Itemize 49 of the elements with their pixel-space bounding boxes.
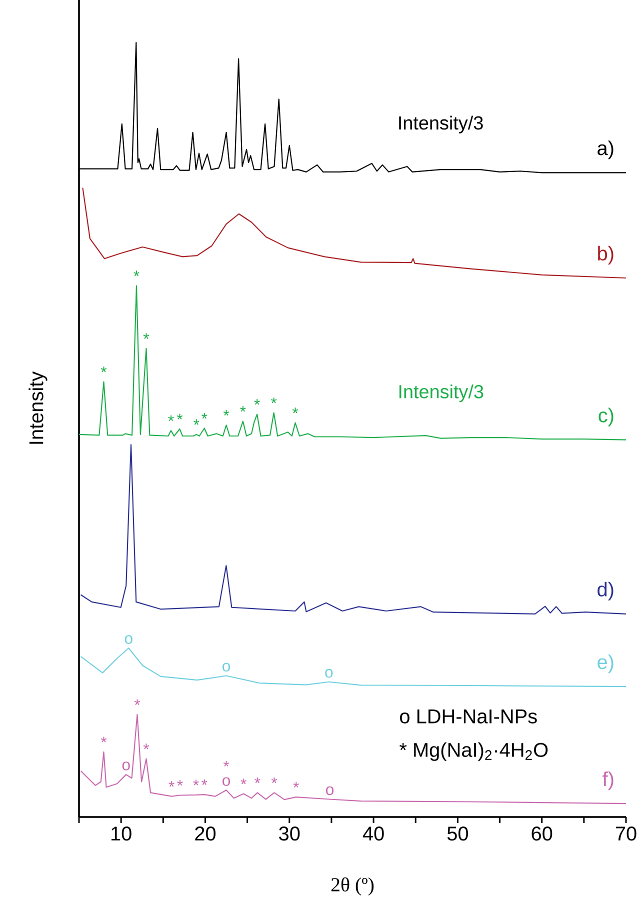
annotation: * [176,414,183,420]
x-tick-label: 10 [112,826,132,841]
annotation: o [222,662,230,672]
series-label: b) [598,246,614,264]
x-tick-label: 70 [616,826,636,841]
annotation: * [270,398,277,404]
annotation: * [134,270,140,276]
annotation: * Mg(NaI)$_{2}$·4H$_{2}$O [400,742,548,761]
annotation: * [177,780,183,786]
series-label: c) [598,408,614,426]
annotation: * [240,778,246,784]
annotation: * [254,778,260,784]
annotation: o [326,786,334,796]
series-label: f) [602,772,614,790]
x-tick-label: 60 [532,826,552,841]
annotation: * [292,408,298,414]
annotation: o LDH-NaI-NPs [400,710,537,724]
annotation: * [254,399,260,405]
series-label: d) [598,582,614,600]
y-axis-title: Intensity [28,371,48,444]
annotation: * [194,419,200,425]
x-tick-label: 20 [195,826,216,841]
annotation: * [168,781,174,787]
annotation: * [168,415,174,421]
annotation: * [134,699,140,705]
x-axis-title: 2θ (º) [331,877,374,896]
annotation: * [100,366,107,372]
annotation: * [271,778,278,784]
annotation: * [143,333,150,339]
series-label: e) [598,654,614,674]
series-label: a) [598,140,614,160]
annotation: o [122,762,130,770]
annotation: Intensity/3 [399,384,484,402]
annotation: * [223,760,230,767]
annotation: * [193,780,199,786]
annotation: * [240,406,246,412]
annotation: * [143,744,150,750]
x-tick-label: 50 [447,826,468,841]
x-tick-label: 40 [362,826,384,841]
annotation: o [325,668,333,678]
annotation: * [202,779,208,785]
annotation: * [100,736,107,742]
annotation: Intensity/3 [399,116,483,134]
x-tick-label: 30 [279,826,300,841]
annotation: * [223,410,230,416]
annotation: * [293,782,299,788]
annotation: * [202,413,208,419]
annotation: o [222,777,230,786]
annotation: o [124,635,132,644]
